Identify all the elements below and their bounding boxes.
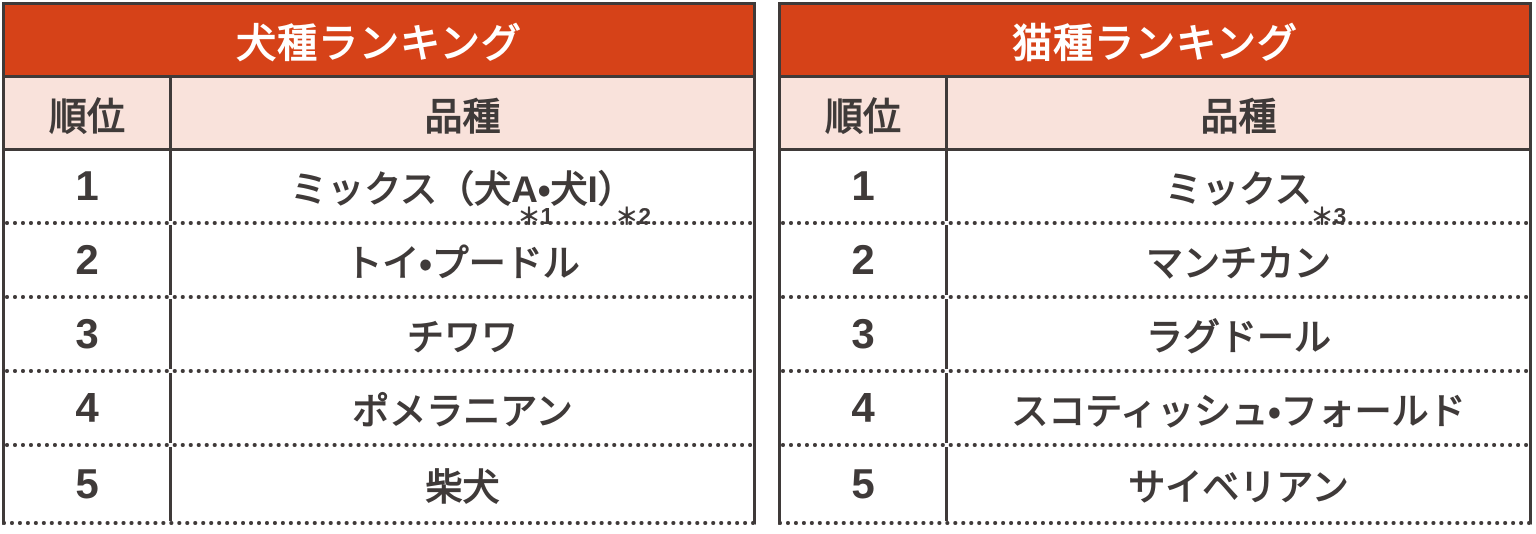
breed-column-header: 品種 — [424, 96, 501, 139]
footnote-marker: ＊1 — [517, 203, 554, 229]
rank-cell: 3 — [781, 299, 948, 369]
rank-cell: 2 — [5, 225, 172, 295]
footnote-marker: ＊3 — [1310, 203, 1347, 229]
table-row: 5 柴犬 — [5, 447, 753, 521]
breed-cell: ミックス ＊3 — [948, 151, 1529, 228]
table-row: 2 トイ・プードル — [5, 225, 753, 299]
breed-cell: 柴犬 — [172, 447, 753, 521]
breed-name: サイベリアン — [1128, 467, 1349, 508]
rank-cell: 4 — [5, 373, 172, 443]
breed-name: ミックス — [1165, 169, 1312, 210]
cat-ranking-table: 猫種ランキング 順位 品種 1 ミックス ＊3 2 マンチカン 3 ラグドール — [778, 2, 1532, 525]
breed-cell: ミックス（犬A・犬I） ＊1 ＊2 — [172, 151, 753, 228]
rank-cell: 2 — [781, 225, 948, 295]
table-row: 4 スコティッシュ・フォールド — [781, 373, 1529, 447]
footnote-markers: ＊1 ＊2 — [518, 205, 652, 228]
table-row: 1 ミックス（犬A・犬I） ＊1 ＊2 — [5, 151, 753, 228]
table-row: 3 チワワ — [5, 299, 753, 373]
rank-cell: 5 — [781, 447, 948, 521]
breed-cell: サイベリアン — [948, 447, 1529, 521]
table-row: 4 ポメラニアン — [5, 373, 753, 447]
footnote-markers: ＊3 — [1311, 205, 1347, 228]
rank-cell: 1 — [781, 151, 948, 221]
breed-cell: トイ・プードル — [172, 225, 753, 295]
breed-cell: マンチカン — [948, 225, 1529, 295]
rank-column-header: 順位 — [781, 78, 948, 148]
dog-ranking-table: 犬種ランキング 順位 品種 1 ミックス（犬A・犬I） ＊1 ＊2 2 トイ・プ… — [2, 2, 756, 525]
dog-header-row: 順位 品種 — [5, 78, 753, 151]
dog-table-title: 犬種ランキング — [5, 5, 753, 78]
cat-header-row: 順位 品種 — [781, 78, 1529, 151]
breed-cell: ポメラニアン — [172, 373, 753, 443]
cat-table-title: 猫種ランキング — [781, 5, 1529, 78]
breed-name: ポメラニアン — [352, 391, 573, 432]
table-row: 1 ミックス ＊3 — [781, 151, 1529, 228]
rank-cell: 3 — [5, 299, 172, 369]
breed-name: ミックス（犬A・犬I） — [290, 169, 635, 210]
breed-name: 柴犬 — [425, 467, 500, 508]
breed-name: チワワ — [407, 317, 518, 358]
breed-name: トイ・プードル — [345, 243, 580, 284]
table-row: 5 サイベリアン — [781, 447, 1529, 521]
rank-column-header: 順位 — [5, 78, 172, 148]
breed-name: スコティッシュ・フォールド — [1011, 391, 1466, 432]
breed-cell: チワワ — [172, 299, 753, 369]
rank-cell: 5 — [5, 447, 172, 521]
breed-name: マンチカン — [1146, 243, 1331, 284]
table-row: 3 ラグドール — [781, 299, 1529, 373]
breed-name: ラグドール — [1146, 317, 1331, 358]
rank-cell: 1 — [5, 151, 172, 221]
breed-cell: ラグドール — [948, 299, 1529, 369]
breed-cell: スコティッシュ・フォールド — [948, 373, 1529, 443]
footnote-marker: ＊2 — [615, 203, 652, 229]
breed-column-header: 品種 — [1200, 96, 1277, 139]
table-row: 2 マンチカン — [781, 225, 1529, 299]
rank-cell: 4 — [781, 373, 948, 443]
